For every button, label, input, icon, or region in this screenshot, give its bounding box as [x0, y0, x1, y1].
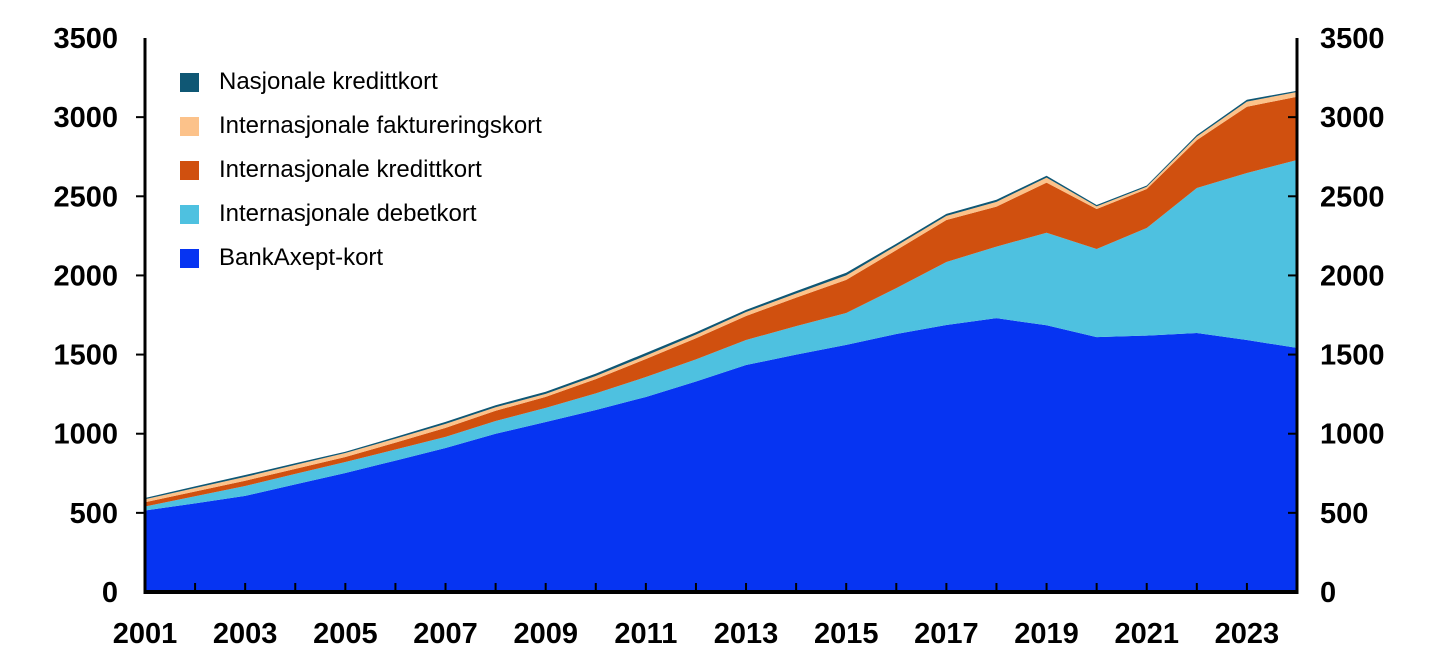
y-tick-label-right-3000: 3000 — [1320, 102, 1385, 134]
y-tick-label-left-0: 0 — [102, 577, 118, 609]
y-tick-label-left-2000: 2000 — [53, 260, 118, 292]
legend-item-bankaxept-kort: BankAxept-kort — [180, 236, 542, 280]
x-tick-label-2019: 2019 — [1014, 618, 1079, 650]
x-tick-label-2017: 2017 — [914, 618, 979, 650]
legend-label-bankaxept-kort: BankAxept-kort — [219, 244, 384, 271]
x-tick-label-2011: 2011 — [614, 618, 677, 650]
y-tick-label-left-500: 500 — [70, 498, 118, 530]
legend-swatch-internasjonale-kredittkort — [180, 160, 199, 180]
legend: Nasjonale kredittkort Internasjonale fak… — [180, 60, 542, 280]
legend-label-internasjonale-faktureringskort: Internasjonale faktureringskort — [219, 112, 542, 139]
x-tick-label-2005: 2005 — [313, 618, 378, 650]
y-tick-label-right-0: 0 — [1320, 577, 1336, 609]
x-tick-label-2013: 2013 — [714, 618, 779, 650]
x-tick-label-2001: 2001 — [113, 618, 178, 650]
y-tick-label-left-3500: 3500 — [53, 23, 118, 55]
legend-item-internasjonale-debetkort: Internasjonale debetkort — [180, 192, 542, 236]
y-tick-label-right-3500: 3500 — [1320, 23, 1385, 55]
legend-swatch-bankaxept-kort — [180, 248, 199, 268]
legend-label-nasjonale-kredittkort: Nasjonale kredittkort — [219, 68, 438, 95]
x-tick-label-2009: 2009 — [513, 618, 578, 650]
x-tick-label-2007: 2007 — [413, 618, 478, 650]
y-tick-label-left-3000: 3000 — [53, 102, 118, 134]
y-tick-label-right-1500: 1500 — [1320, 340, 1385, 372]
legend-swatch-internasjonale-faktureringskort — [180, 116, 199, 136]
x-tick-label-2021: 2021 — [1114, 618, 1179, 650]
y-tick-label-left-1000: 1000 — [53, 419, 118, 451]
legend-label-internasjonale-kredittkort: Internasjonale kredittkort — [219, 156, 482, 183]
legend-item-nasjonale-kredittkort: Nasjonale kredittkort — [180, 60, 542, 104]
y-tick-label-right-2500: 2500 — [1320, 181, 1385, 213]
y-tick-label-right-1000: 1000 — [1320, 419, 1385, 451]
x-tick-label-2015: 2015 — [814, 618, 879, 650]
y-tick-label-right-500: 500 — [1320, 498, 1368, 530]
y-tick-label-left-2500: 2500 — [53, 181, 118, 213]
x-tick-label-2023: 2023 — [1215, 618, 1280, 650]
y-tick-label-right-2000: 2000 — [1320, 260, 1385, 292]
legend-swatch-internasjonale-debetkort — [180, 204, 199, 224]
legend-label-internasjonale-debetkort: Internasjonale debetkort — [219, 200, 477, 227]
legend-swatch-nasjonale-kredittkort — [180, 72, 199, 92]
area-internasjonale-debetkort — [145, 160, 1297, 511]
legend-item-internasjonale-kredittkort: Internasjonale kredittkort — [180, 148, 542, 192]
legend-item-internasjonale-faktureringskort: Internasjonale faktureringskort — [180, 104, 542, 148]
y-tick-label-left-1500: 1500 — [53, 340, 118, 372]
area-bankaxept-kort — [145, 318, 1297, 592]
x-tick-label-2003: 2003 — [213, 618, 278, 650]
